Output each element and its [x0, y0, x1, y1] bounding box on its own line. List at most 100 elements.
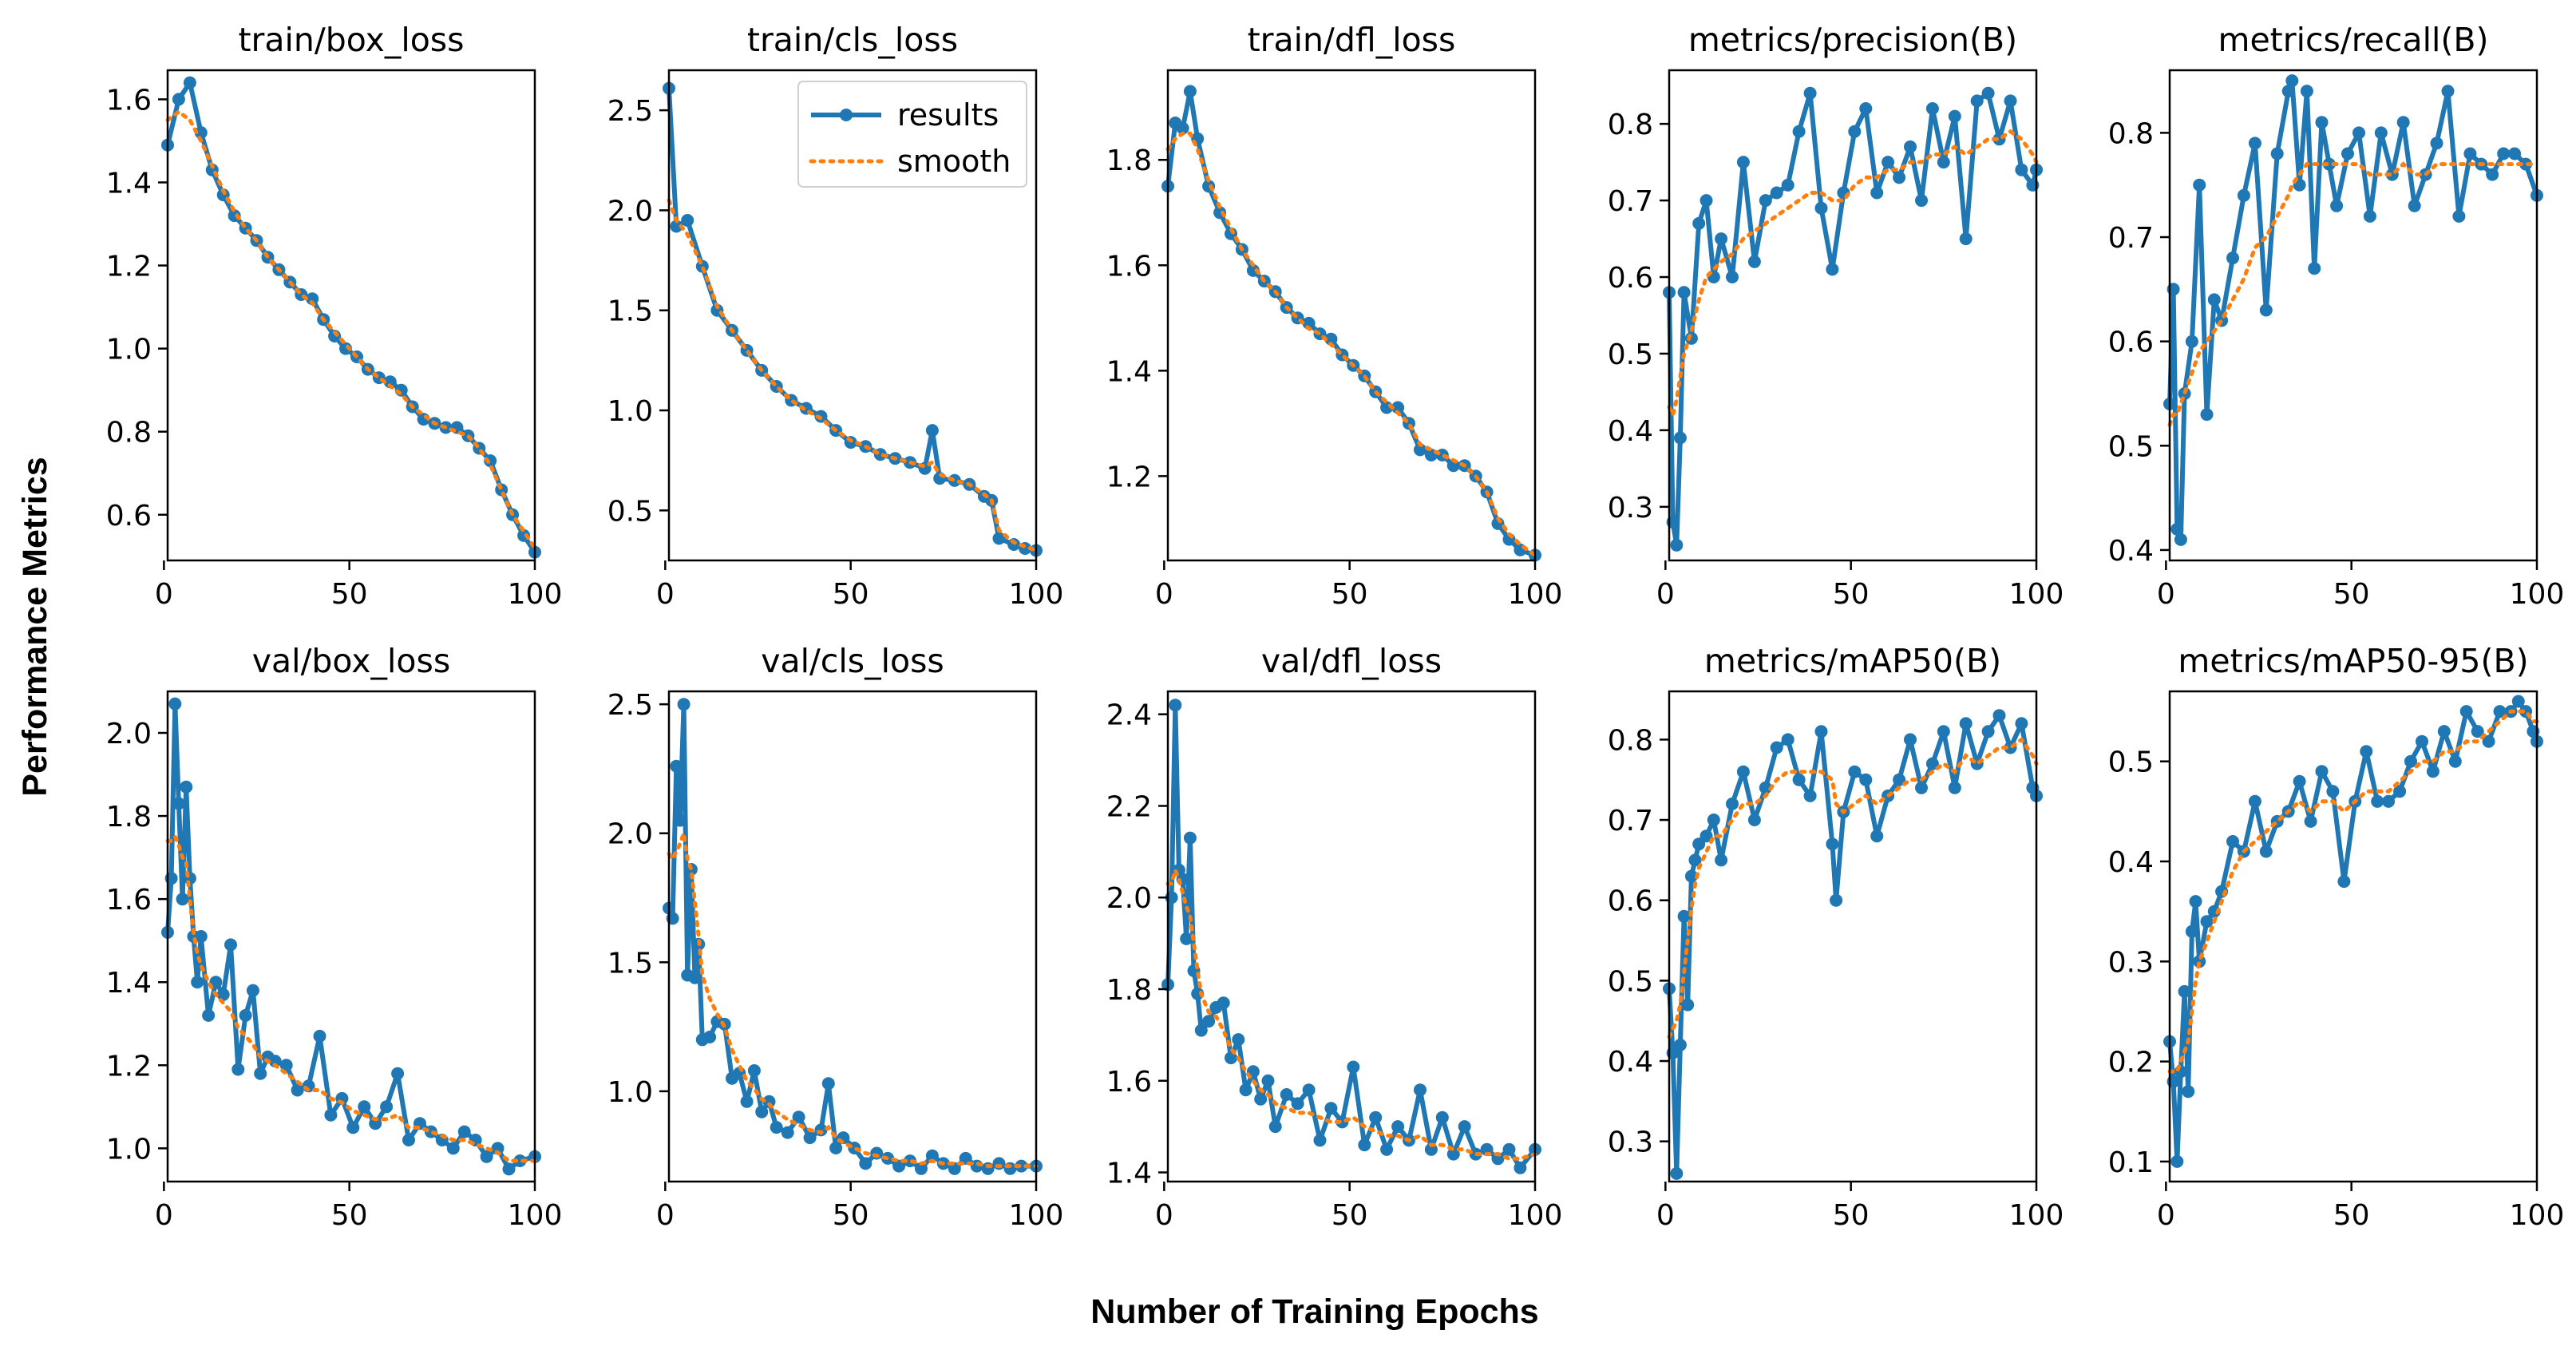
data-point-results: [1681, 998, 1695, 1012]
x-tick-label: 50: [1332, 578, 1368, 611]
legend: results smooth: [797, 81, 1027, 188]
series-line-smooth: [165, 109, 537, 550]
data-point-results: [2471, 725, 2484, 738]
y-tick-label: 1.4: [106, 967, 152, 1000]
data-point-results: [2448, 754, 2462, 768]
data-point-results: [1169, 699, 1182, 712]
axes-frame: [1166, 69, 1537, 562]
data-point-results: [1792, 773, 1806, 786]
data-point-results: [1715, 232, 1728, 246]
figure-ylabel: Performance Metrics: [16, 457, 54, 796]
y-tick-label: 0.4: [2108, 535, 2154, 568]
x-tick-label: 100: [2009, 1199, 2064, 1232]
data-point-results: [1239, 1083, 1252, 1097]
data-point-results: [2226, 251, 2239, 265]
data-point-results: [892, 1159, 906, 1173]
data-point-results: [2281, 85, 2295, 98]
data-point-results: [1380, 1142, 1394, 1156]
y-tick-label: 0.7: [2108, 222, 2154, 255]
y-tick-label: 1.6: [1106, 1066, 1152, 1099]
data-point-results: [1759, 194, 1772, 208]
data-point-results: [2285, 74, 2299, 88]
data-point-results: [992, 532, 1006, 545]
y-tick-label: 2.2: [1106, 790, 1152, 823]
data-point-results: [1180, 932, 1193, 945]
y-tick-label: 2.5: [607, 95, 653, 128]
data-point-results: [915, 1162, 928, 1175]
data-point-results: [1291, 1097, 1304, 1111]
data-point-results: [369, 1117, 382, 1130]
panel-train-cls-loss: train/cls_loss 0.5 1.0 1.5 2.0 2.5 0 50 100 resul…: [607, 21, 1064, 611]
data-point-results: [1904, 733, 1917, 746]
data-point-results: [1826, 263, 1839, 276]
data-point-results: [2315, 116, 2329, 129]
data-point-results: [2437, 725, 2451, 738]
axes-frame: [166, 690, 536, 1183]
data-point-results: [829, 1142, 843, 1154]
data-point-results: [1313, 1134, 1327, 1147]
y-tick-label: 0.4: [1608, 415, 1653, 448]
data-point-results: [1414, 443, 1426, 457]
x-tick-label: 50: [1833, 1199, 1870, 1232]
data-point-results: [380, 1100, 394, 1114]
data-point-results: [1670, 1166, 1684, 1180]
data-point-results: [2459, 705, 2473, 719]
y-tick-label: 1.6: [106, 84, 152, 117]
data-point-results: [1726, 797, 1739, 810]
data-point-results: [2352, 126, 2365, 140]
panel-metrics-recall-b: metrics/recall(B) 0.4 0.5 0.6 0.7 0.8 0 50 100: [2108, 21, 2565, 611]
data-point-results: [2322, 157, 2336, 171]
data-point-results: [1176, 121, 1189, 135]
data-point-results: [1948, 781, 1961, 794]
panel-title: train/box_loss: [238, 21, 464, 59]
data-point-results: [1684, 869, 1698, 883]
series-line-smooth: [165, 833, 537, 1163]
data-point-results: [1673, 431, 1687, 445]
data-point-results: [770, 1121, 783, 1134]
panel-val-cls-loss: val/cls_loss 1.0 1.5 2.0 2.5 0 50 100: [607, 642, 1064, 1232]
y-tick-label: 0.7: [1608, 185, 1653, 218]
y-tick-label: 0.8: [106, 417, 152, 449]
data-point-results: [168, 697, 182, 711]
x-tick-label: 0: [155, 1199, 173, 1232]
series-line-smooth: [667, 832, 1039, 1169]
data-point-results: [1677, 286, 1691, 299]
y-tick-label: 2.4: [1106, 699, 1152, 732]
y-tick-label: 2.5: [607, 689, 653, 722]
data-point-results: [1937, 725, 1950, 738]
panel-title: val/dfl_loss: [1261, 642, 1442, 680]
y-tick-label: 1.4: [106, 167, 152, 200]
data-point-results: [2185, 924, 2198, 938]
x-tick-label: 100: [508, 578, 563, 611]
data-point-results: [2360, 745, 2373, 758]
data-point-results: [1358, 1138, 1371, 1152]
data-point-results: [1870, 829, 1884, 843]
data-point-results: [2463, 147, 2477, 160]
data-point-results: [1948, 109, 1961, 123]
legend-results-marker: [840, 109, 853, 121]
y-tick-label: 0.6: [106, 500, 152, 532]
data-point-results: [2259, 845, 2273, 858]
y-tick-label: 1.8: [106, 801, 152, 833]
y-tick-label: 0.3: [2108, 946, 2154, 979]
data-point-results: [1183, 831, 1197, 845]
data-point-results: [172, 797, 185, 810]
data-point-results: [703, 1031, 717, 1043]
y-tick-label: 0.5: [2108, 430, 2154, 463]
panel-train-dfl-loss: train/dfl_loss 1.2 1.4 1.6 1.8 0 50 100: [1106, 21, 1563, 611]
data-point-results: [383, 375, 397, 389]
data-point-results: [2497, 147, 2511, 160]
data-point-results: [2193, 178, 2206, 192]
data-point-results: [1194, 1023, 1208, 1037]
data-point-results: [2308, 262, 2321, 275]
data-point-results: [194, 930, 208, 943]
data-point-results: [1882, 156, 1895, 169]
data-point-results: [1904, 140, 1917, 153]
data-point-results: [502, 1162, 516, 1176]
y-tick-label: 0.5: [607, 495, 653, 528]
data-point-results: [2382, 794, 2396, 808]
x-tick-label: 0: [155, 578, 173, 611]
data-point-results: [1514, 1161, 1527, 1174]
y-tick-label: 0.8: [2108, 117, 2154, 150]
axes-frame: [1166, 690, 1537, 1183]
